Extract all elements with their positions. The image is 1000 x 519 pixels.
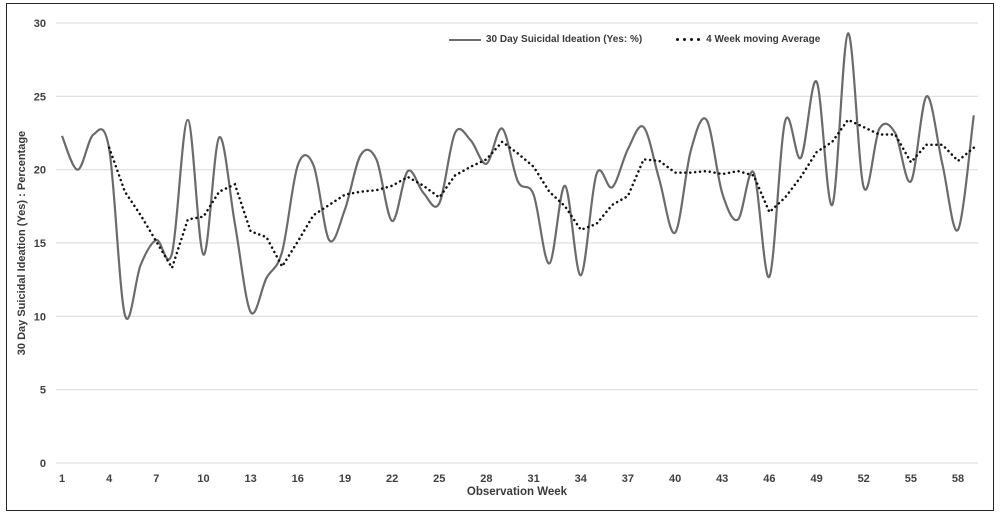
x-tick-label: 1: [59, 473, 65, 485]
legend-label-ideation: 30 Day Suicidal Ideation (Yes: %): [486, 34, 643, 45]
x-tick-label: 10: [197, 473, 209, 485]
x-tick-label: 55: [905, 473, 917, 485]
x-axis-title: Observation Week: [466, 486, 568, 498]
x-tick-label: 16: [292, 473, 304, 485]
x-tick-label: 58: [952, 473, 964, 485]
legend-item-ideation: 30 Day Suicidal Ideation (Yes: %): [449, 34, 642, 45]
moving-average-series-line: [107, 118, 976, 271]
x-tick-label: 31: [527, 473, 539, 485]
y-tick-label: 10: [34, 311, 46, 323]
x-tick-label: 43: [716, 473, 728, 485]
legend-label-moving-average: 4 Week moving Average: [706, 34, 821, 45]
y-tick-label: 5: [40, 385, 46, 397]
x-tick-label: 37: [622, 473, 634, 485]
x-tick-label: 4: [106, 473, 113, 485]
x-tick-label: 25: [433, 473, 445, 485]
x-tick-label: 49: [810, 473, 822, 485]
x-tick-label: 40: [669, 473, 681, 485]
x-tick-label: 28: [480, 473, 492, 485]
dotted-line-swatch-icon: [676, 38, 680, 41]
x-tick-label: 7: [153, 473, 159, 485]
legend-item-moving-average: 4 Week moving Average: [676, 34, 820, 45]
solid-line-swatch-icon: [449, 38, 481, 41]
x-tick-label: 46: [763, 473, 775, 485]
y-tick-label: 0: [40, 458, 46, 470]
legend: 30 Day Suicidal Ideation (Yes: %) 4 Week…: [449, 34, 820, 45]
y-tick-label: 20: [34, 165, 46, 177]
x-tick-label: 19: [339, 473, 351, 485]
ideation-series-line: [60, 32, 975, 320]
y-tick-label: 30: [34, 18, 46, 30]
x-tick-label: 22: [386, 473, 398, 485]
x-tick-label: 13: [244, 473, 256, 485]
x-tick-label: 34: [575, 473, 588, 485]
x-tick-label: 52: [858, 473, 870, 485]
y-tick-label: 25: [34, 91, 46, 103]
y-axis-title: 30 Day Suicidal Ideation (Yes) : Percent…: [16, 130, 28, 356]
y-tick-label: 15: [34, 238, 46, 250]
